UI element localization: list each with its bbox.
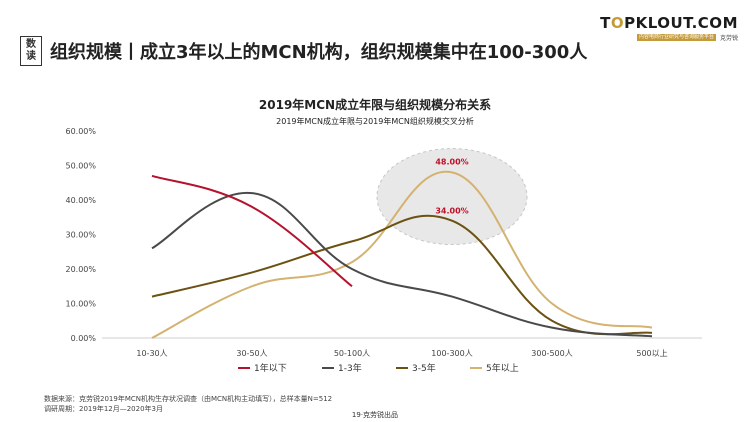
logo-brand: 克劳锐 [719,35,738,42]
footer-note: 数据来源：克劳锐2019年MCN机构生存状况调查（由MCN机构主动填写），总样本… [44,394,332,414]
legend-label: 1年以下 [254,362,287,374]
data-label: 34.00% [435,207,468,216]
chart-title: 2019年MCN成立年限与组织规模分布关系 [258,98,492,112]
y-tick-label: 20.00% [65,265,96,274]
legend-label: 3-5年 [412,362,436,374]
page-title: 组织规模丨成立3年以上的MCN机构，组织规模集中在100-300人 [50,42,588,63]
series-line [151,170,653,339]
y-tick-label: 30.00% [65,231,96,240]
data-label: 48.00% [435,157,468,166]
x-tick-label: 100-300人 [431,349,472,358]
series-line [151,174,353,288]
series-line [151,192,653,338]
x-tick-label: 500以上 [636,349,667,358]
legend-label: 1-3年 [338,362,362,374]
logo-wordmark: TOPKLOUT.COM [600,14,738,32]
series-line [151,214,653,336]
y-tick-label: 50.00% [65,162,96,171]
y-tick-label: 10.00% [65,300,96,309]
highlight-ellipse [376,148,528,246]
x-tick-label: 50-100人 [334,349,370,358]
brand-logo: TOPKLOUT.COM 内容电商行业研究与咨询服务平台 克劳锐 [600,14,738,42]
data-source: 数据来源：克劳锐2019年MCN机构生存状况调查（由MCN机构主动填写），总样本… [44,395,333,403]
logo-tagline: 内容电商行业研究与咨询服务平台 [636,34,716,41]
section-tag: 数 读 [20,36,42,66]
page-number: 19·克劳锐出品 [351,411,399,419]
chart-subtitle: 2019年MCN成立年限与2019年MCN组织规模交叉分析 [276,117,474,126]
y-tick-label: 0.00% [71,334,97,343]
x-tick-label: 10-30人 [136,349,167,358]
x-tick-label: 300-500人 [531,349,572,358]
x-tick-label: 30-50人 [236,349,267,358]
section-tag-top: 数 [26,39,36,50]
section-tag-bottom: 读 [26,51,36,62]
y-tick-label: 40.00% [65,196,96,205]
survey-period: 调研周期：2019年12月—2020年3月 [44,405,163,413]
legend-label: 5年以上 [486,362,519,374]
y-tick-label: 60.00% [65,127,96,136]
